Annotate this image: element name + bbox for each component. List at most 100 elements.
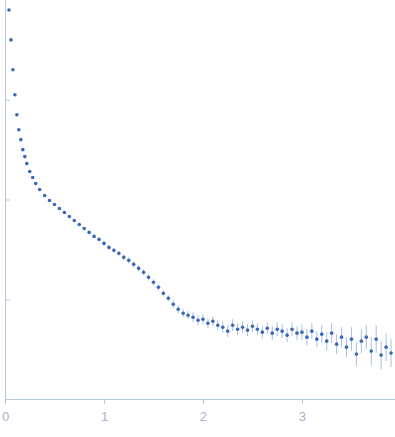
y-tick-mark xyxy=(5,299,10,300)
data-point xyxy=(48,199,52,203)
data-point xyxy=(13,93,17,97)
data-point xyxy=(355,352,359,356)
data-point xyxy=(82,227,86,231)
data-point xyxy=(384,345,388,349)
data-point xyxy=(374,337,378,341)
data-point xyxy=(87,231,91,235)
data-point xyxy=(379,353,383,357)
data-point xyxy=(305,335,309,339)
data-point xyxy=(137,267,141,271)
x-axis: 0 1 2 3 xyxy=(2,399,395,424)
data-point xyxy=(251,324,255,328)
y-tick xyxy=(5,200,10,201)
data-point xyxy=(68,215,72,219)
data-point xyxy=(7,8,11,12)
x-tick: 3 xyxy=(299,399,306,424)
data-point xyxy=(181,311,185,315)
data-point xyxy=(310,329,314,333)
data-point xyxy=(17,128,21,132)
data-point xyxy=(201,317,205,321)
data-point xyxy=(117,252,121,256)
data-point xyxy=(275,327,279,331)
data-point xyxy=(102,242,106,246)
x-tick-mark xyxy=(5,399,6,404)
x-tick: 1 xyxy=(101,399,108,424)
plot-area: 0 1 2 3 xyxy=(2,1,395,425)
data-point xyxy=(315,337,319,341)
data-point xyxy=(186,313,190,317)
data-point xyxy=(335,342,339,346)
data-point xyxy=(266,326,270,330)
data-point xyxy=(285,333,289,337)
data-point xyxy=(206,321,210,325)
data-point xyxy=(142,271,146,275)
data-point xyxy=(360,339,364,343)
y-tick-mark xyxy=(5,100,10,101)
data-point xyxy=(127,259,131,263)
data-point xyxy=(11,68,15,72)
data-point xyxy=(112,249,116,253)
data-point xyxy=(256,327,260,331)
data-point xyxy=(176,307,180,311)
data-point xyxy=(72,219,76,223)
data-point xyxy=(320,332,324,336)
data-point xyxy=(92,235,96,239)
data-point xyxy=(97,238,101,242)
data-point xyxy=(236,327,240,331)
data-point xyxy=(162,291,166,295)
data-point xyxy=(122,256,126,260)
data-point xyxy=(226,329,230,333)
data-point xyxy=(246,328,250,332)
x-tick: 2 xyxy=(200,399,207,424)
data-point xyxy=(9,38,13,42)
data-point xyxy=(241,325,245,329)
data-point xyxy=(23,155,27,159)
x-tick-label: 1 xyxy=(101,409,108,424)
data-point xyxy=(216,323,220,327)
x-tick-mark xyxy=(203,399,204,404)
data-point xyxy=(25,162,29,166)
data-point xyxy=(221,325,225,329)
data-point xyxy=(340,335,344,339)
chart: 0 1 2 3 xyxy=(0,0,395,437)
data-point xyxy=(231,323,235,327)
data-point xyxy=(167,296,171,300)
data-point xyxy=(389,351,393,355)
data-point xyxy=(19,138,23,142)
x-tick-label: 2 xyxy=(200,409,207,424)
x-tick-label: 0 xyxy=(2,409,9,424)
data-point xyxy=(196,318,200,322)
data-point xyxy=(295,331,299,335)
data-layer xyxy=(7,8,393,369)
y-tick xyxy=(5,299,10,300)
data-point xyxy=(132,263,136,267)
data-point xyxy=(38,188,42,192)
data-point xyxy=(21,148,25,152)
y-axis xyxy=(5,1,10,400)
data-point xyxy=(77,223,81,227)
data-point xyxy=(369,349,373,353)
data-point xyxy=(107,246,111,250)
data-point xyxy=(191,315,195,319)
data-point xyxy=(34,182,38,186)
x-tick: 0 xyxy=(2,399,9,424)
data-point xyxy=(43,194,47,198)
data-point xyxy=(300,330,304,334)
data-point xyxy=(325,339,329,343)
y-tick-mark xyxy=(5,200,10,201)
data-point xyxy=(330,331,334,335)
data-point xyxy=(290,327,294,331)
data-point xyxy=(63,211,67,215)
x-axis-line xyxy=(6,399,395,400)
data-point xyxy=(171,302,175,306)
data-point xyxy=(157,285,161,289)
x-tick-label: 3 xyxy=(299,409,306,424)
data-point xyxy=(53,203,57,207)
data-point xyxy=(28,170,32,174)
data-point xyxy=(350,337,354,341)
data-point xyxy=(152,280,156,284)
data-point xyxy=(58,207,62,211)
data-point xyxy=(211,319,215,323)
data-point xyxy=(31,176,35,180)
data-point xyxy=(280,329,284,333)
